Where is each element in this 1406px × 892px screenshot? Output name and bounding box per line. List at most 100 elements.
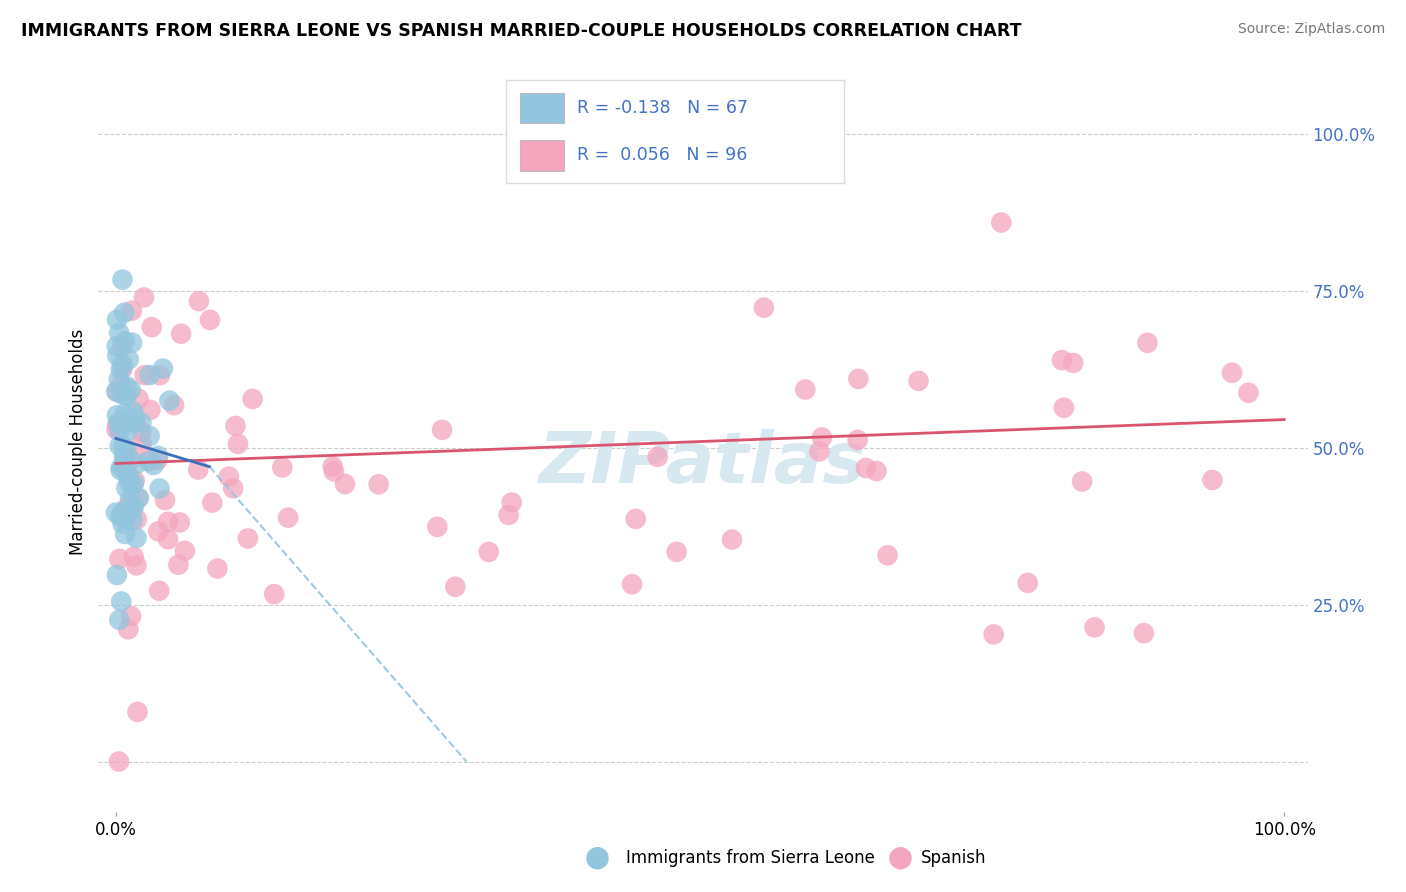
Point [111, 272, 134, 286]
Point [110, 463, 132, 477]
Point [117, 473, 139, 487]
Point [138, 429, 160, 443]
Point [169, 516, 191, 530]
Point [157, 515, 180, 529]
Point [115, 481, 138, 495]
Point [138, 453, 160, 467]
Point [114, 461, 136, 475]
Point [105, 313, 128, 327]
Point [105, 409, 128, 423]
Point [117, 424, 139, 438]
Point [148, 524, 170, 539]
Point [121, 502, 143, 516]
Text: Source: ZipAtlas.com: Source: ZipAtlas.com [1237, 22, 1385, 37]
Point [118, 352, 141, 367]
Point [110, 377, 132, 392]
Point [111, 387, 134, 401]
Point [1136, 335, 1159, 350]
Point [120, 609, 142, 624]
Point [112, 450, 135, 465]
Point [983, 627, 1005, 641]
Point [153, 493, 176, 508]
Point [1062, 356, 1084, 370]
Point [104, 506, 127, 520]
Point [855, 461, 877, 475]
Point [115, 389, 138, 403]
Point [721, 533, 744, 547]
Point [125, 512, 148, 526]
Point [163, 398, 186, 412]
Point [665, 545, 688, 559]
Point [127, 457, 149, 471]
Point [141, 320, 163, 334]
Point [225, 419, 247, 434]
Text: Immigrants from Sierra Leone: Immigrants from Sierra Leone [626, 849, 875, 867]
Point [122, 404, 145, 418]
Point [478, 545, 501, 559]
Bar [520, 140, 564, 170]
Point [114, 527, 136, 541]
Point [111, 361, 134, 376]
Point [1083, 620, 1105, 634]
Point [108, 613, 131, 627]
Point [990, 215, 1012, 229]
Point [146, 449, 169, 463]
Point [112, 417, 135, 431]
Point [121, 513, 143, 527]
Point [426, 520, 449, 534]
Point [134, 368, 156, 383]
Point [114, 448, 136, 462]
Point [138, 368, 160, 382]
Point [124, 474, 146, 488]
Point [120, 453, 142, 467]
Point [108, 552, 131, 566]
Text: Spanish: Spanish [921, 849, 987, 867]
Point [108, 439, 131, 453]
Point [152, 361, 174, 376]
Point [167, 558, 190, 572]
Point [115, 500, 138, 515]
Point [271, 460, 294, 475]
Point [111, 340, 134, 354]
Point [115, 445, 138, 459]
Point [131, 416, 153, 430]
Point [114, 511, 136, 525]
Point [114, 407, 136, 421]
Point [117, 623, 139, 637]
Point [142, 458, 165, 472]
Point [110, 509, 132, 524]
Point [115, 461, 138, 475]
Point [236, 532, 259, 546]
Point [105, 418, 128, 433]
Point [118, 491, 141, 506]
Point [105, 384, 128, 399]
Point [498, 508, 520, 522]
Point [112, 510, 135, 524]
Point [323, 464, 346, 478]
Point [263, 587, 285, 601]
Point [110, 460, 132, 475]
Point [1017, 575, 1039, 590]
Point [1220, 366, 1243, 380]
Point [159, 393, 181, 408]
Text: ⬤: ⬤ [585, 847, 610, 870]
Text: R = -0.138   N = 67: R = -0.138 N = 67 [576, 99, 748, 117]
Point [124, 411, 146, 425]
Point [112, 306, 135, 320]
Point [139, 402, 162, 417]
Point [1133, 626, 1156, 640]
Point [108, 755, 131, 769]
Point [132, 290, 155, 304]
Point [621, 577, 644, 591]
Point [322, 459, 344, 474]
Point [108, 326, 131, 340]
Point [112, 439, 135, 453]
Point [121, 335, 143, 350]
Point [811, 430, 834, 444]
Point [105, 384, 128, 399]
Point [1071, 475, 1094, 489]
Point [907, 374, 929, 388]
Point [112, 458, 135, 472]
Point [111, 516, 134, 531]
Point [122, 476, 145, 491]
